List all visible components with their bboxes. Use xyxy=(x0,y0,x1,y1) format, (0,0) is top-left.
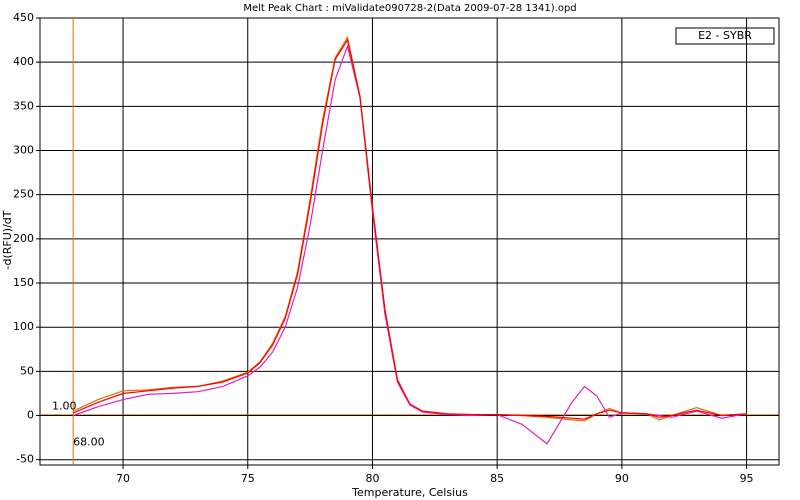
threshold-y-label: 1.00 xyxy=(52,400,77,413)
y-tick-label: 400 xyxy=(13,55,34,68)
y-tick-label: 150 xyxy=(13,276,34,289)
y-tick-label: 0 xyxy=(27,409,34,422)
series-line xyxy=(72,38,747,420)
series-line xyxy=(72,35,747,422)
y-tick-label: -50 xyxy=(16,453,34,466)
plot-frame xyxy=(39,17,780,466)
y-tick-label: 450 xyxy=(13,11,34,24)
y-tick-label: 100 xyxy=(13,320,34,333)
chart-title: Melt Peak Chart : miValidate090728-2(Dat… xyxy=(243,3,576,14)
x-tick-label: 75 xyxy=(241,472,255,485)
y-axis-title: -d(RFU)/dT xyxy=(1,210,14,269)
threshold-x-label: 68.00 xyxy=(73,436,105,449)
y-tick-label: 200 xyxy=(13,232,34,245)
x-tick-label: 85 xyxy=(490,472,504,485)
y-tick-label: 350 xyxy=(13,99,34,112)
x-tick-label: 95 xyxy=(740,472,754,485)
y-tick-label: 300 xyxy=(13,144,34,157)
x-axis-title: Temperature, Celsius xyxy=(351,486,468,499)
x-tick-label: 80 xyxy=(365,472,379,485)
y-tick-label: 250 xyxy=(13,188,34,201)
x-tick-label: 90 xyxy=(615,472,629,485)
legend-box xyxy=(675,27,775,45)
legend-label: E2 - SYBR xyxy=(698,29,752,42)
x-tick-label: 70 xyxy=(116,472,130,485)
y-tick-label: 50 xyxy=(20,364,34,377)
